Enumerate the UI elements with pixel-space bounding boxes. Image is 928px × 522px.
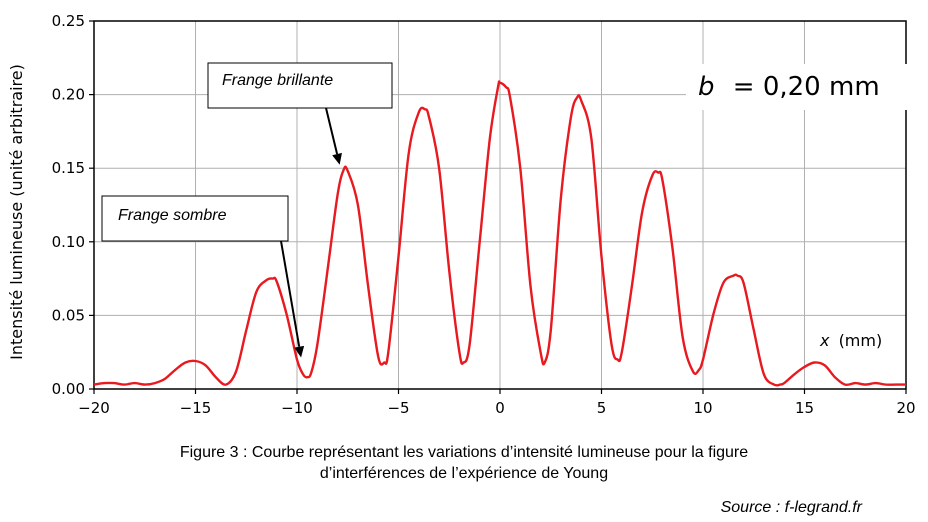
param-label-bg <box>686 64 908 110</box>
y-tick-label: 0.15 <box>52 159 85 177</box>
caption-line-2: d’interférences de l’expérience de Young <box>319 465 609 482</box>
x-axis-unit: (mm) <box>839 331 883 350</box>
intensity-curve <box>93 80 906 387</box>
axis-ticks: −20 −15 −10 −5 0 5 10 15 20 0.00 0.05 0.10 0.15 0.20 0… <box>52 12 916 417</box>
bright-fringe-box <box>207 62 393 109</box>
x-axis-variable: x <box>819 331 830 350</box>
x-tick-label: 20 <box>896 399 915 417</box>
param-symbol: b <box>698 72 715 102</box>
x-axis-label: x (mm) <box>819 331 882 350</box>
dark-fringe-label: Frange sombre <box>118 207 227 224</box>
source-credit: Source : f-legrand.fr <box>720 499 862 516</box>
figure-caption: Figure 3 : Courbe représentant les varia… <box>0 442 928 484</box>
x-tick-label: 0 <box>495 399 505 417</box>
y-tick-label: 0.25 <box>52 12 85 30</box>
caption-line-1: Figure 3 : Courbe représentant les varia… <box>179 444 749 461</box>
y-tick-label: 0.10 <box>52 233 85 251</box>
dark-fringe-box <box>101 195 289 242</box>
x-tick-label: −5 <box>387 399 409 417</box>
y-tick-label: 0.20 <box>52 86 85 104</box>
x-tick-label: 15 <box>795 399 814 417</box>
bright-fringe-arrow <box>325 107 339 155</box>
x-tick-label: −15 <box>180 399 212 417</box>
dark-fringe-arrow <box>280 240 301 347</box>
y-axis-label: Intensité lumineuse (unité arbitraire) <box>7 64 26 360</box>
x-tick-label: 10 <box>693 399 712 417</box>
y-tick-label: 0.05 <box>52 306 85 324</box>
x-tick-label: −20 <box>78 399 110 417</box>
bright-fringe-arrowhead <box>332 152 342 165</box>
param-label: b = 0,20 mm <box>698 72 880 102</box>
bright-fringe-label: Frange brillante <box>222 72 333 89</box>
x-tick-label: 5 <box>597 399 607 417</box>
y-tick-label: 0.00 <box>52 380 85 398</box>
param-value: = 0,20 mm <box>733 72 880 102</box>
x-tick-label: −10 <box>281 399 313 417</box>
dark-fringe-arrowhead <box>294 345 305 358</box>
